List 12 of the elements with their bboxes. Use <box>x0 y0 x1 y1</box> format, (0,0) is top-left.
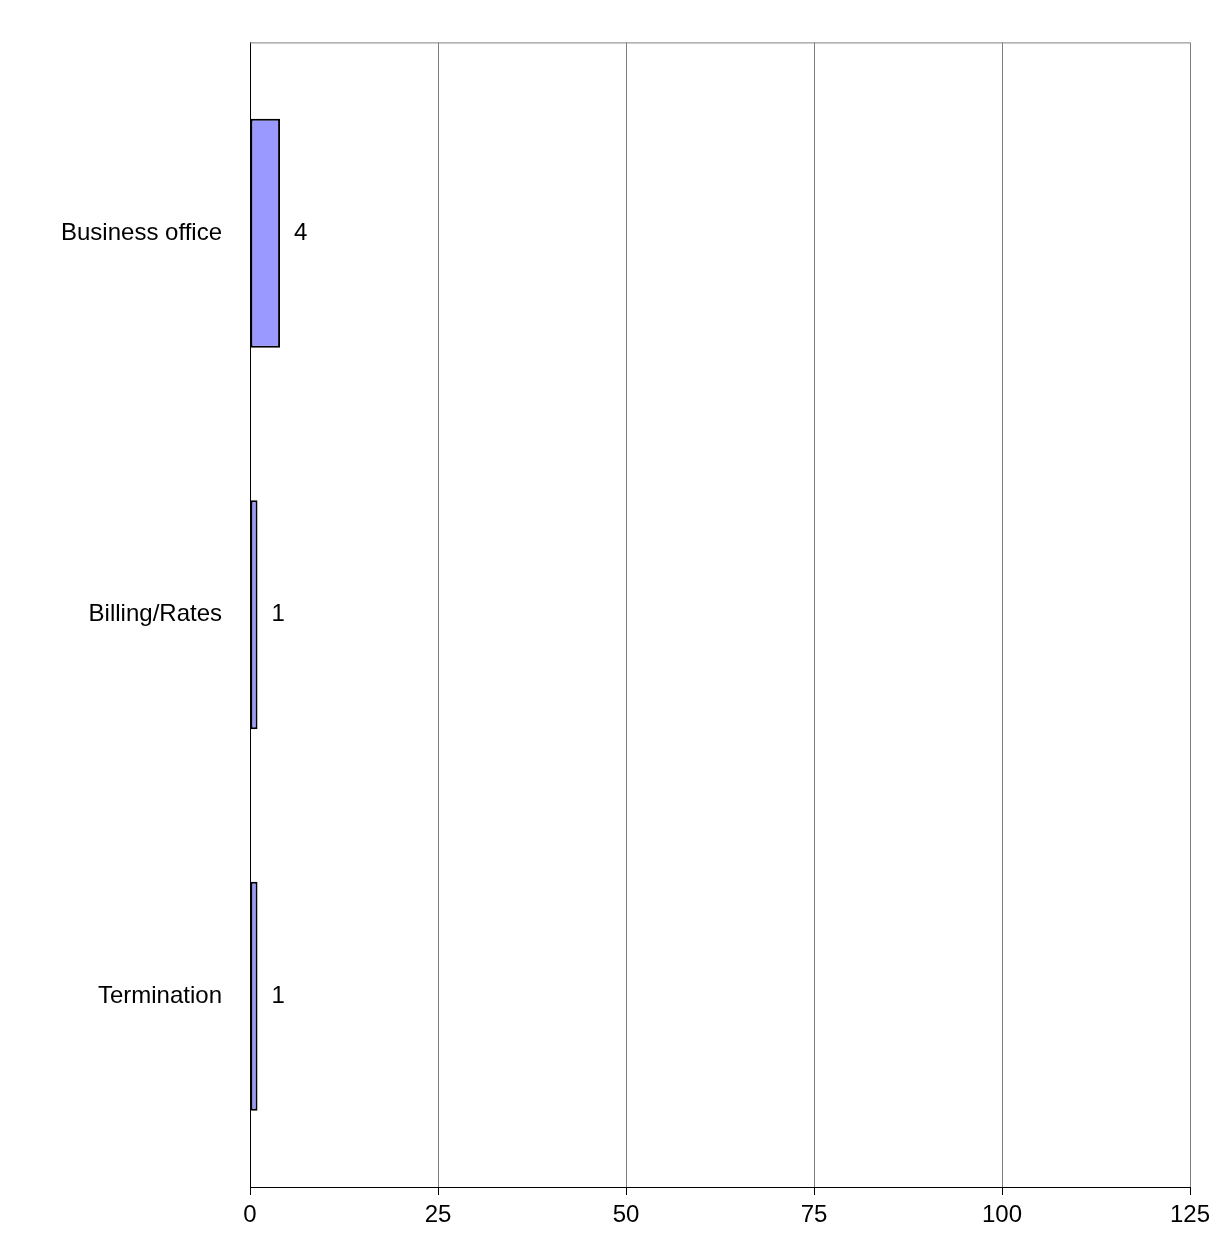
data-label: 1 <box>271 980 285 1008</box>
y-tick-label: Termination <box>97 980 222 1008</box>
y-tick-label: Billing/Rates <box>88 599 222 627</box>
x-tick-label: 75 <box>800 1200 828 1228</box>
x-tick-label: 0 <box>243 1200 257 1228</box>
x-tick-label: 100 <box>981 1200 1023 1228</box>
x-tick-label: 25 <box>424 1200 452 1228</box>
y-tick-label: Business office <box>61 217 222 245</box>
x-tick-label: 125 <box>1169 1200 1211 1228</box>
x-tick-label: 50 <box>612 1200 640 1228</box>
data-label: 1 <box>271 599 285 627</box>
data-label: 4 <box>294 217 308 245</box>
